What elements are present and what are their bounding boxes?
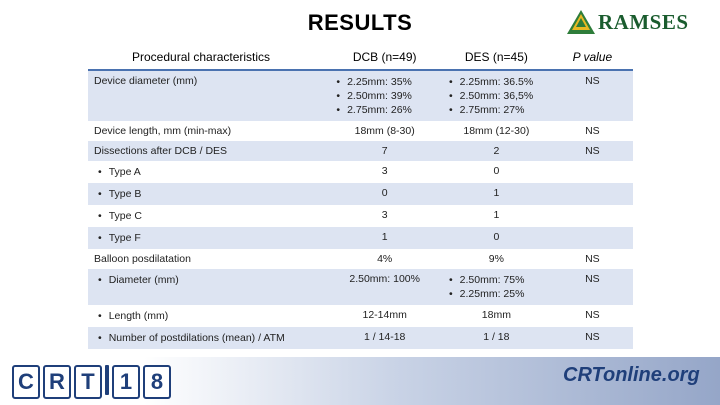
row-label: Type B xyxy=(88,183,329,205)
table-row: Type C 3 1 xyxy=(88,205,633,227)
table-row: Type B01 xyxy=(88,183,633,205)
dcb-cell: 2.25mm: 35%2.50mm: 39%2.75mm: 26% xyxy=(328,70,441,121)
pvalue-cell: NS xyxy=(551,327,633,349)
dcb-cell: 4% xyxy=(377,253,393,265)
row-label: Balloon posdilatation xyxy=(94,253,191,265)
table-row: Device length, mm (min-max) 18mm (8-30) 18… xyxy=(88,121,633,141)
table-header-row: Procedural characteristics DCB (n=49) DE… xyxy=(88,46,633,71)
dcb-cell: 2.50mm: 100% xyxy=(328,269,441,305)
crtonline-logo: CRTonline.org xyxy=(563,364,700,387)
dcb-list-item: 2.75mm: 26% xyxy=(332,103,437,117)
pvalue-cell: NS xyxy=(585,253,600,265)
des-cell: 18mm (12-30) xyxy=(463,125,530,137)
dcb-list-item: 2.50mm: 39% xyxy=(332,89,437,103)
crt18-letter: C xyxy=(12,365,40,399)
row-label: Device diameter (mm) xyxy=(88,70,329,121)
pvalue-cell xyxy=(551,227,633,249)
pvalue-cell xyxy=(552,205,633,227)
table-row: Dissections after DCB / DES 7 2 NS xyxy=(88,141,633,161)
table-row: Length (mm) 12-14mm 18mm NS xyxy=(88,305,633,327)
dcb-cell: 12-14mm xyxy=(362,309,407,321)
row-label: Number of postdilations (mean) / ATM xyxy=(88,327,329,349)
des-cell: 2 xyxy=(440,141,552,161)
des-cell: 2.50mm: 75%2.25mm: 25% xyxy=(440,269,552,305)
des-list-item: 2.75mm: 27% xyxy=(445,103,548,117)
row-label: Type C xyxy=(88,205,328,227)
table-row: Device diameter (mm)2.25mm: 35%2.50mm: 3… xyxy=(88,70,633,121)
crt18-separator xyxy=(105,365,109,395)
table-row: Type A 3 0 xyxy=(88,161,633,183)
row-label: Dissections after DCB / DES xyxy=(88,141,329,161)
des-cell: 0 xyxy=(493,165,500,177)
ramses-logo: RAMSES xyxy=(566,8,698,36)
dcb-cell: 1 / 14-18 xyxy=(328,327,441,349)
row-label: Type F xyxy=(88,227,329,249)
des-cell: 1 / 18 xyxy=(440,327,552,349)
crt18-letter: T xyxy=(74,365,102,399)
header-pvalue: P value xyxy=(551,46,633,71)
crt18-letter: R xyxy=(43,365,71,399)
des-list-item: 2.25mm: 36.5% xyxy=(445,75,548,89)
pvalue-cell xyxy=(551,183,633,205)
dcb-list-item: 2.25mm: 35% xyxy=(332,75,437,89)
des-cell: 1 xyxy=(440,183,552,205)
pyramid-icon xyxy=(567,10,595,34)
dcb-cell: 7 xyxy=(328,141,441,161)
header-des: DES (n=45) xyxy=(440,46,552,71)
slide-title: RESULTS xyxy=(307,10,413,35)
row-label: Device length, mm (min-max) xyxy=(94,125,232,137)
dcb-cell: 18mm (8-30) xyxy=(354,125,415,137)
results-table: Procedural characteristics DCB (n=49) DE… xyxy=(88,46,633,349)
dcb-cell: 1 xyxy=(328,227,441,249)
row-label: Length (mm) xyxy=(88,305,328,327)
des-cell: 1 xyxy=(493,209,500,221)
des-cell: 9% xyxy=(488,253,504,265)
header-procedural: Procedural characteristics xyxy=(88,46,329,71)
des-list-item: 2.50mm: 36,5% xyxy=(445,89,548,103)
ramses-logo-text: RAMSES xyxy=(598,9,689,34)
table-row: Balloon posdilatation 4% 9% NS xyxy=(88,249,633,269)
row-label: Type A xyxy=(88,161,328,183)
dcb-cell: 3 xyxy=(381,209,388,221)
header-dcb: DCB (n=49) xyxy=(328,46,441,71)
crtonline-text: CRTonline.org xyxy=(563,364,700,386)
pvalue-cell: NS xyxy=(551,141,633,161)
crt18-letter: 1 xyxy=(112,365,140,399)
pvalue-cell: NS xyxy=(551,70,633,121)
des-list-item: 2.25mm: 25% xyxy=(445,287,548,301)
table-row: Diameter (mm)2.50mm: 100%2.50mm: 75%2.25… xyxy=(88,269,633,305)
table-row: Type F10 xyxy=(88,227,633,249)
pvalue-cell: NS xyxy=(585,309,600,321)
des-cell: 0 xyxy=(440,227,552,249)
des-cell: 2.25mm: 36.5%2.50mm: 36,5%2.75mm: 27% xyxy=(440,70,552,121)
dcb-cell: 0 xyxy=(328,183,441,205)
pvalue-cell: NS xyxy=(551,269,633,305)
row-label: Diameter (mm) xyxy=(88,269,329,305)
des-list-item: 2.50mm: 75% xyxy=(445,273,548,287)
crt18-letter: 8 xyxy=(143,365,171,399)
des-cell: 18mm xyxy=(481,309,511,321)
pvalue-cell: NS xyxy=(585,125,600,137)
dcb-cell: 3 xyxy=(381,165,388,177)
pvalue-cell xyxy=(552,161,633,183)
